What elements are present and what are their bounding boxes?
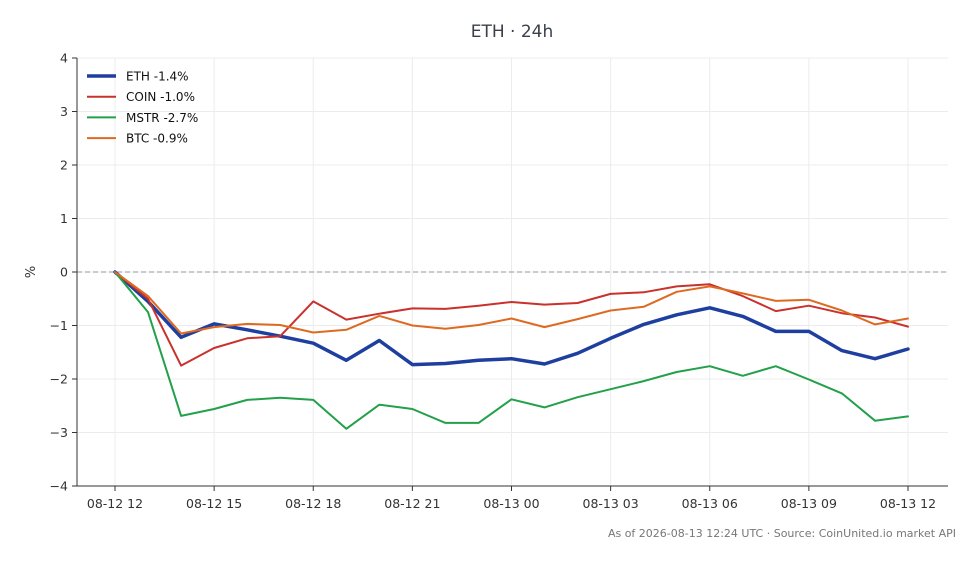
y-tick-label: −3 [50,425,68,440]
legend-label-mstr: MSTR -2.7% [126,111,198,125]
y-tick-label: −2 [50,372,68,387]
x-tick-label: 08-12 18 [285,496,341,511]
legend-label-coin: COIN -1.0% [126,90,195,104]
legend-label-eth: ETH -1.4% [126,70,189,84]
chart-title: ETH · 24h [471,22,554,42]
y-tick-label: −4 [50,479,68,494]
y-tick-label: 0 [60,265,68,280]
y-axis-ticks: 4 3 2 1 0 −1 −2 −3 −4 [50,51,77,494]
x-tick-label: 08-13 06 [682,496,738,511]
legend-label-btc: BTC -0.9% [126,132,188,146]
legend: ETH -1.4% COIN -1.0% MSTR -2.7% BTC -0.9% [87,70,198,146]
x-tick-label: 08-12 21 [384,496,440,511]
y-tick-label: 4 [60,51,68,66]
series-line-btc [114,271,909,335]
x-tick-label: 08-13 09 [781,496,837,511]
x-tick-label: 08-12 15 [186,496,242,511]
series-lines [113,270,910,430]
y-tick-label: 2 [60,158,68,173]
x-tick-label: 08-13 12 [880,496,936,511]
y-axis-label: % [24,266,39,278]
x-tick-label: 08-13 00 [483,496,539,511]
source-footer: As of 2026-08-13 12:24 UTC · Source: Coi… [608,527,956,540]
x-tick-label: 08-13 03 [583,496,639,511]
y-tick-label: 1 [60,211,68,226]
y-tick-label: −1 [50,318,68,333]
series-line-coin [114,271,909,367]
series-line-eth [113,270,910,367]
x-axis-ticks: 08-12 12 08-12 15 08-12 18 08-12 21 08-13 00… [87,486,936,511]
x-tick-label: 08-12 12 [87,496,143,511]
y-tick-label: 3 [60,104,68,119]
series-line-mstr [114,271,909,430]
